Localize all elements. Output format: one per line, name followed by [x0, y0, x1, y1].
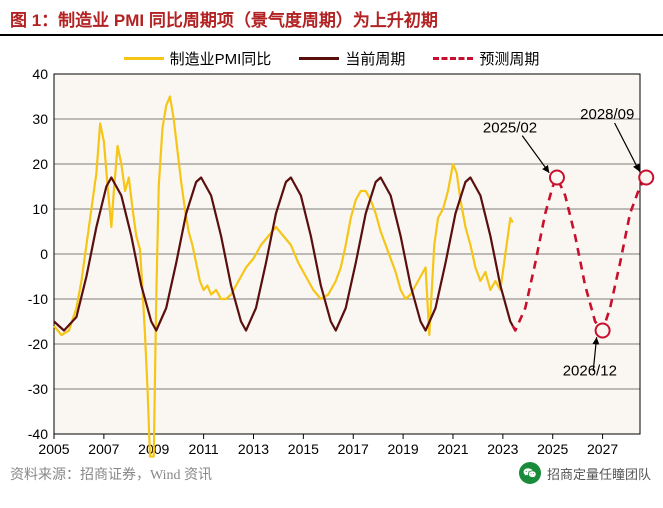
svg-text:2015: 2015 [288, 441, 319, 457]
svg-text:0: 0 [40, 246, 48, 262]
wechat-icon [519, 462, 541, 484]
annotation-label: 2025/02 [483, 120, 537, 137]
chart-svg: -40-30-20-100102030402005200720092011201… [0, 0, 663, 508]
source-text: 资料来源：招商证券，Wind 资讯 [10, 464, 212, 484]
forecast-marker [596, 324, 610, 338]
svg-text:2027: 2027 [587, 441, 618, 457]
svg-text:-20: -20 [28, 336, 48, 352]
svg-text:2019: 2019 [388, 441, 419, 457]
svg-text:2021: 2021 [437, 441, 468, 457]
svg-text:-30: -30 [28, 381, 48, 397]
svg-text:10: 10 [32, 201, 48, 217]
svg-text:2025: 2025 [537, 441, 568, 457]
watermark: 招商定量任瞳团队 [519, 462, 651, 484]
annotation-label: 2028/09 [580, 106, 634, 123]
watermark-text: 招商定量任瞳团队 [547, 464, 651, 483]
svg-text:2005: 2005 [38, 441, 69, 457]
forecast-marker [550, 171, 564, 185]
svg-text:-10: -10 [28, 291, 48, 307]
svg-text:-40: -40 [28, 426, 48, 442]
svg-text:2011: 2011 [189, 441, 219, 457]
svg-text:30: 30 [32, 111, 48, 127]
svg-text:2007: 2007 [88, 441, 119, 457]
forecast-marker [639, 171, 653, 185]
svg-text:2013: 2013 [238, 441, 269, 457]
svg-text:20: 20 [32, 156, 48, 172]
svg-text:2017: 2017 [338, 441, 369, 457]
svg-text:40: 40 [32, 66, 48, 82]
figure-container: 图 1：制造业 PMI 同比周期项（景气度周期）为上升初期 制造业PMI同比当前… [0, 0, 663, 508]
svg-text:2023: 2023 [487, 441, 518, 457]
annotation-label: 2026/12 [563, 363, 617, 380]
